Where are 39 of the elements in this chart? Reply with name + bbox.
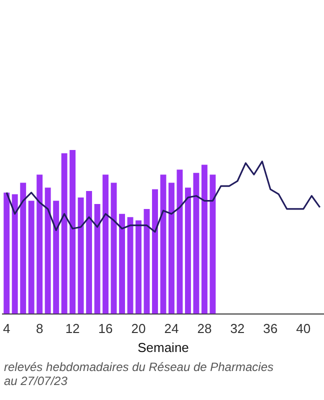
bar [61,153,68,314]
text: au 27/07/23 [4,374,68,388]
bar [78,198,84,314]
bar [152,189,158,314]
x-tick-label: 4 [3,321,10,336]
bar [28,200,34,314]
bar [176,170,183,314]
bar [36,174,43,314]
bar [185,188,191,314]
bar [110,182,117,314]
x-tick-label: 8 [36,321,44,336]
bar [20,182,26,314]
bar [127,217,134,314]
bar [144,208,150,314]
x-tick-label: 40 [296,321,311,336]
x-tick-label: 12 [65,321,80,336]
bar [210,174,216,314]
x-tick-label: 36 [263,321,278,336]
x-tick-label: 16 [98,321,113,336]
bar [160,174,166,314]
text: relevés hebdomadaires du Réseau de Pharmacies [4,360,274,374]
bar [136,220,142,314]
bar [12,194,18,314]
x-tick-label: 32 [230,321,245,336]
x-tick-label: 28 [197,321,212,336]
bar [53,200,60,314]
bar [201,164,208,314]
bar [119,214,126,314]
bar [168,182,174,314]
bar [44,188,51,314]
x-tick-label: 24 [164,321,179,336]
x-axis-title: Semaine [138,340,189,355]
x-tick-label: 20 [131,321,146,336]
bar [86,190,92,314]
bar [70,150,76,314]
bar [4,192,10,314]
bar [193,172,200,314]
bar [102,174,109,314]
bar [94,204,100,314]
